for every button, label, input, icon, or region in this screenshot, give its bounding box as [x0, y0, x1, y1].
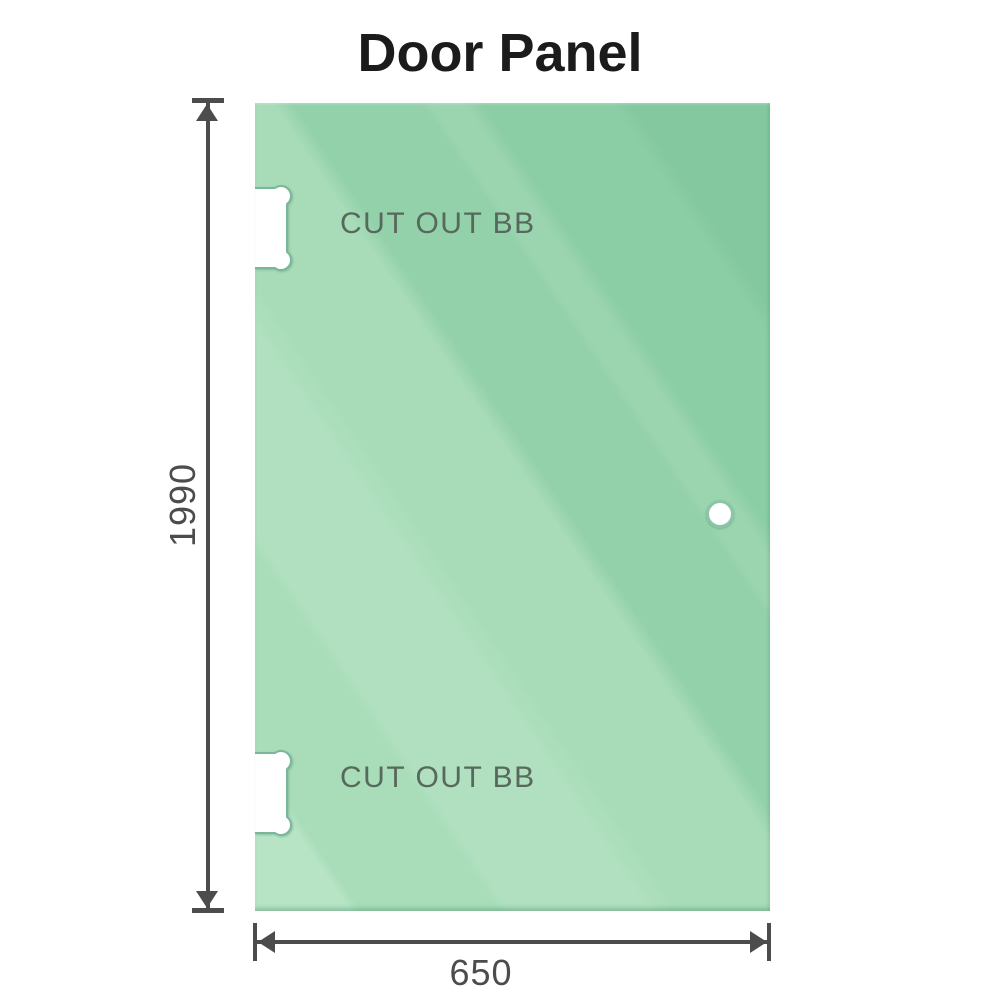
cutout-label-bottom: CUT OUT BB — [340, 761, 536, 794]
arrow-right-icon — [750, 931, 767, 953]
width-dimension-value: 650 — [449, 952, 513, 993]
arrow-left-icon — [258, 931, 275, 953]
width-dimension-tick-left — [253, 923, 257, 961]
cutout-label-top: CUT OUT BB — [340, 207, 536, 240]
glass-panel: CUT OUT BB CUT OUT BB — [255, 103, 770, 911]
hinge-cutout-bottom-icon — [255, 750, 292, 836]
width-dimension-line — [255, 940, 770, 944]
arrow-up-icon — [196, 104, 218, 121]
height-dimension-cap-bottom — [192, 908, 224, 913]
handle-hole-icon — [706, 500, 734, 528]
width-dimension-tick-right — [767, 923, 771, 961]
height-dimension-cap-top — [192, 98, 224, 103]
arrow-down-icon — [196, 891, 218, 908]
height-dimension-line — [206, 103, 210, 909]
hinge-cutout-top-icon — [255, 185, 292, 271]
height-dimension-value: 1990 — [162, 462, 203, 548]
diagram-title: Door Panel — [357, 23, 643, 83]
